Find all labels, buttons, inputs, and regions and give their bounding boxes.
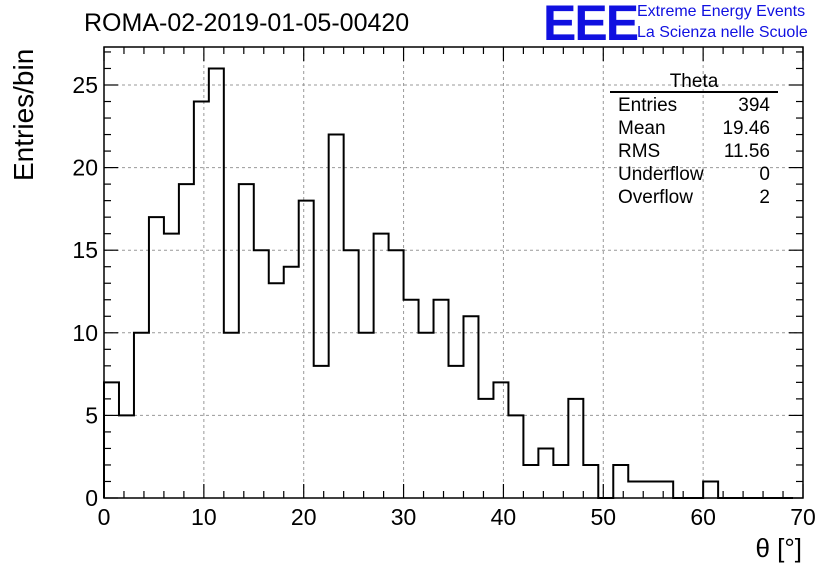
- stats-row-entries: Entries 394: [610, 94, 778, 117]
- histogram-bin: [224, 333, 239, 498]
- x-tick-label: 30: [391, 504, 417, 530]
- x-tick-label: 40: [491, 504, 517, 530]
- stats-label: RMS: [618, 141, 661, 162]
- y-tick-label: 5: [85, 402, 98, 428]
- histogram-bin: [568, 399, 583, 498]
- stats-value: 394: [738, 95, 770, 116]
- x-tick-label: 50: [590, 504, 616, 530]
- histogram-bin: [359, 333, 374, 498]
- histogram-bin: [389, 250, 404, 498]
- histogram-bin: [658, 481, 673, 498]
- histogram-bin: [523, 465, 538, 498]
- histogram-bin: [269, 283, 284, 498]
- histogram-bin: [583, 465, 598, 498]
- histogram-bin: [104, 382, 119, 498]
- histogram-bin: [119, 415, 134, 498]
- y-tick-label: 15: [72, 237, 98, 263]
- histogram-bin: [538, 448, 553, 498]
- histogram-bin: [194, 102, 209, 498]
- logo-line-2: La Scienza nelle Scuole: [637, 24, 808, 41]
- histogram-bin: [643, 481, 658, 498]
- y-tick-label: 10: [72, 320, 98, 346]
- y-axis-label: Entries/bin: [8, 48, 39, 181]
- stats-box: Theta Entries 394 Mean 19.46 RMS 11.56 U…: [610, 72, 778, 209]
- histogram-bin: [164, 234, 179, 498]
- plot-frame: [103, 46, 804, 499]
- histogram-bin: [493, 382, 508, 498]
- histogram-bin: [299, 201, 314, 498]
- histogram-bin: [329, 135, 344, 498]
- histogram-bin: [209, 68, 224, 498]
- histogram-bin: [314, 366, 329, 498]
- histogram-line: [103, 67, 794, 499]
- stats-label: Mean: [618, 118, 666, 139]
- y-tick-label: 20: [72, 155, 98, 181]
- x-tick-label: 70: [790, 504, 816, 530]
- y-tick-label: 0: [85, 485, 98, 511]
- histogram-bin: [478, 399, 493, 498]
- histogram-bin: [179, 184, 194, 498]
- histogram-bin: [344, 250, 359, 498]
- histogram-bin: [463, 316, 478, 498]
- stats-row-overflow: Overflow 2: [610, 186, 778, 209]
- histogram-bin: [134, 333, 149, 498]
- histogram-bin: [254, 250, 269, 498]
- x-tick-label: 10: [191, 504, 217, 530]
- y-tick-label: 25: [72, 72, 98, 98]
- histogram-bin: [508, 415, 523, 498]
- stats-label: Entries: [618, 95, 678, 116]
- stats-label: Underflow: [618, 164, 704, 185]
- stats-value: 11.56: [723, 141, 770, 162]
- stats-row-rms: RMS 11.56: [610, 140, 778, 163]
- stats-value: 2: [759, 187, 770, 208]
- eee-logo: EEE: [543, 0, 639, 51]
- stats-label: Overflow: [618, 187, 693, 208]
- stats-title: Theta: [610, 72, 778, 93]
- stats-value: 19.46: [722, 118, 770, 139]
- histogram-bin: [284, 267, 299, 498]
- histogram-bin: [628, 481, 643, 498]
- histogram-bin: [434, 300, 449, 498]
- x-tick-label: 0: [98, 504, 111, 530]
- histogram-bin: [613, 465, 628, 498]
- logo-line-1: Extreme Energy Events: [637, 3, 806, 20]
- histogram-bin: [419, 333, 434, 498]
- histogram-bin: [449, 366, 464, 498]
- histogram-bin: [239, 184, 254, 498]
- stats-value: 0: [759, 164, 770, 185]
- stats-row-mean: Mean 19.46: [610, 117, 778, 140]
- histogram-bin: [553, 465, 568, 498]
- x-tick-label: 60: [690, 504, 716, 530]
- histogram-bin: [374, 234, 389, 498]
- histogram-bin: [404, 300, 419, 498]
- histogram-bin: [149, 217, 164, 498]
- histogram-bin: [703, 481, 718, 498]
- stats-row-underflow: Underflow 0: [610, 163, 778, 186]
- chart-title: ROMA-02-2019-01-05-00420: [84, 9, 410, 37]
- x-tick-label: 20: [291, 504, 317, 530]
- x-axis-label: θ [°]: [755, 533, 802, 563]
